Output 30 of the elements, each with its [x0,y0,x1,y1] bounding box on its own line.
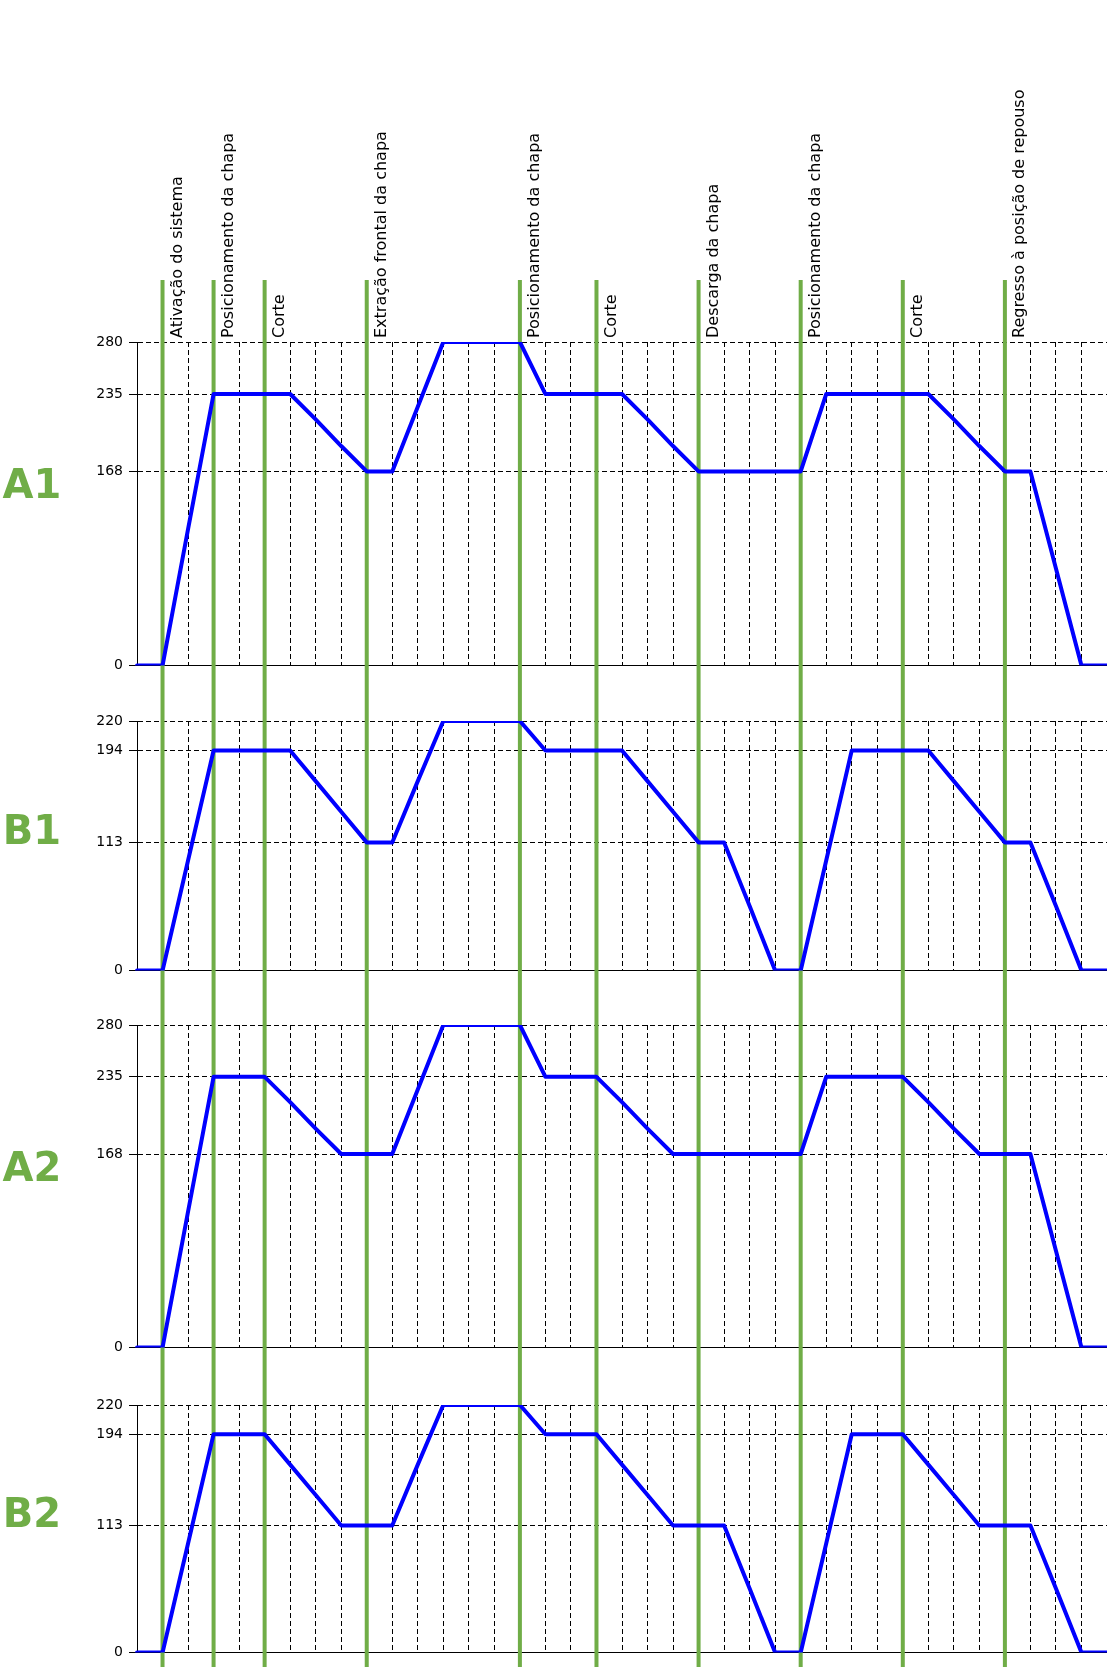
y-tick-label: 0 [114,656,123,673]
y-tick-label: 280 [96,332,123,349]
y-tick-label: 0 [114,1338,123,1355]
y-tick-label: 220 [96,1395,123,1412]
y-tick-label: 194 [96,741,124,758]
text: Corte [600,294,620,338]
text: Corte [906,294,926,338]
y-tick-label: 194 [96,1424,124,1441]
text: Posicionamento da chapa [804,132,824,338]
y-tick-label: 0 [114,961,123,978]
y-axis-title: B1 [2,806,62,853]
y-axis-title: B2 [2,1489,62,1536]
text: Regresso à posição de repouso [1009,89,1029,338]
y-tick-label: 235 [96,384,123,401]
y-tick-label: 168 [96,462,123,479]
text: Posicionamento da chapa [524,132,544,338]
y-axis-title: A1 [2,461,62,508]
y-tick-label: 168 [96,1144,123,1161]
y-tick-label: 113 [96,1516,123,1533]
y-tick-label: 235 [96,1067,123,1084]
text: Ativação do sistema [166,176,186,338]
y-tick-label: 220 [96,711,123,728]
y-axis-title: A2 [2,1143,62,1190]
text: Posicionamento da chapa [217,132,237,338]
text: Descarga da chapa [702,183,722,338]
text: Corte [268,294,288,338]
y-tick-label: 113 [96,833,123,850]
text: Extração frontal da chapa [370,131,390,338]
y-tick-label: 280 [96,1015,123,1032]
y-tick-label: 0 [114,1643,123,1660]
